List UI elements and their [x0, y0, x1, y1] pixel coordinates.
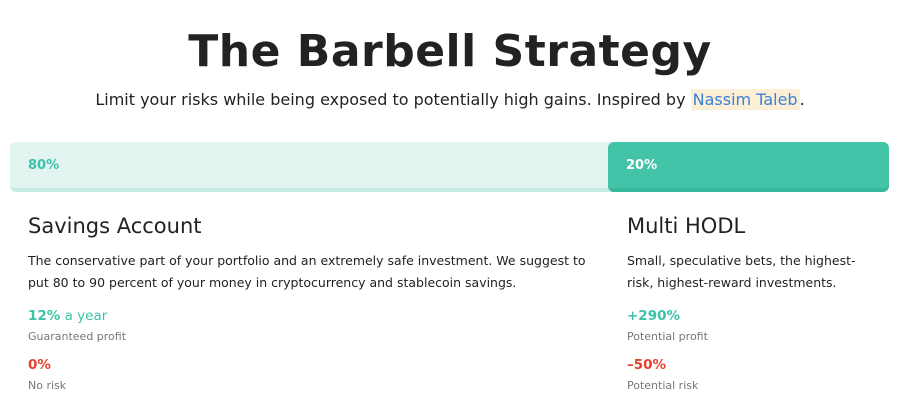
savings-profit-label: Guaranteed profit	[28, 330, 127, 343]
hodl-risk-value: –50%	[627, 357, 667, 373]
hodl-title: Multi HODL	[627, 214, 746, 238]
hodl-description: Small, speculative bets, the highest-ris…	[627, 253, 856, 290]
hodl-risk-label: Potential risk	[627, 379, 699, 392]
savings-profit-value: 12%	[28, 308, 61, 324]
nassim-taleb-link[interactable]: Nassim Taleb	[690, 89, 800, 110]
page-title: The Barbell Strategy	[188, 26, 712, 77]
savings-profit-unit: a year	[60, 308, 108, 324]
subtitle-suffix: .	[799, 90, 805, 109]
hodl-profit-value: +290%	[627, 308, 681, 324]
savings-title: Savings Account	[28, 214, 202, 238]
savings-profit: 12% a year	[28, 308, 588, 324]
hodl-allocation-segment: 20%	[608, 142, 889, 192]
page-subtitle: Limit your risks while being exposed to …	[0, 89, 900, 110]
hodl-profit-label: Potential profit	[627, 330, 708, 343]
savings-risk-value: 0%	[28, 357, 51, 373]
savings-risk-label: No risk	[28, 379, 67, 392]
subtitle-text: Limit your risks while being exposed to …	[95, 90, 691, 109]
allocation-bar: 80% 20%	[10, 142, 889, 192]
hodl-column: Multi HODL Small, speculative bets, the …	[627, 214, 862, 392]
savings-column: Savings Account The conservative part of…	[28, 214, 588, 392]
savings-description: The conservative part of your portfolio …	[28, 253, 586, 290]
savings-allocation-segment: 80%	[10, 142, 620, 192]
